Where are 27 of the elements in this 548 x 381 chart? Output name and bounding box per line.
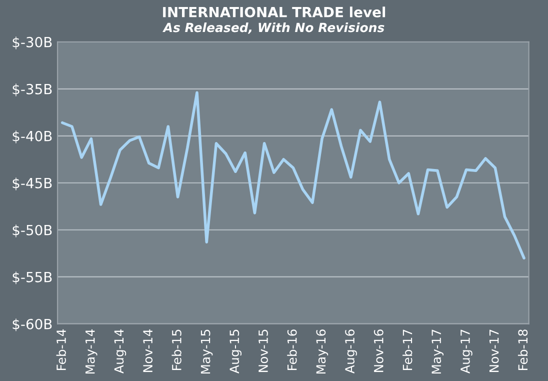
y-tick-label: $-30B (12, 36, 52, 50)
x-tick-label: Feb-16 (287, 330, 297, 370)
y-tick-label: $-55B (12, 272, 52, 284)
x-tick-label: May-15 (200, 330, 213, 374)
x-tick-label: May-17 (432, 330, 444, 374)
x-tick-label: Nov-15 (258, 330, 268, 372)
y-tick-label: $-60B (12, 318, 52, 332)
y-tick-label: $-40B (12, 130, 52, 144)
x-tick-label: Feb-15 (172, 330, 182, 370)
line-series (60, 91, 526, 260)
y-tick-label: $-35B (12, 84, 52, 96)
x-tick-label: May-16 (316, 330, 328, 374)
x-tick-label: Feb-17 (402, 330, 412, 370)
x-tick-label: May-14 (86, 329, 98, 374)
x-tick-label: Aug-14 (114, 329, 126, 374)
x-tick-label: Aug-15 (230, 330, 242, 374)
y-tick-label: $-45B (12, 178, 52, 190)
x-tick-label: Nov-16 (374, 330, 384, 372)
chart-subtitle: As Released, With No Revisions (162, 22, 384, 34)
x-tick-label: Nov-14 (143, 329, 153, 372)
y-tick-label: $-50B (12, 224, 52, 238)
x-tick-label: Feb-14 (56, 329, 66, 370)
x-tick-label: Aug-16 (345, 330, 357, 374)
x-tick-label: Nov-17 (489, 330, 499, 372)
x-tick-label: Feb-18 (518, 330, 528, 370)
chart-title: INTERNATIONAL TRADE level (163, 6, 386, 18)
x-tick-label: Aug-17 (460, 330, 472, 374)
